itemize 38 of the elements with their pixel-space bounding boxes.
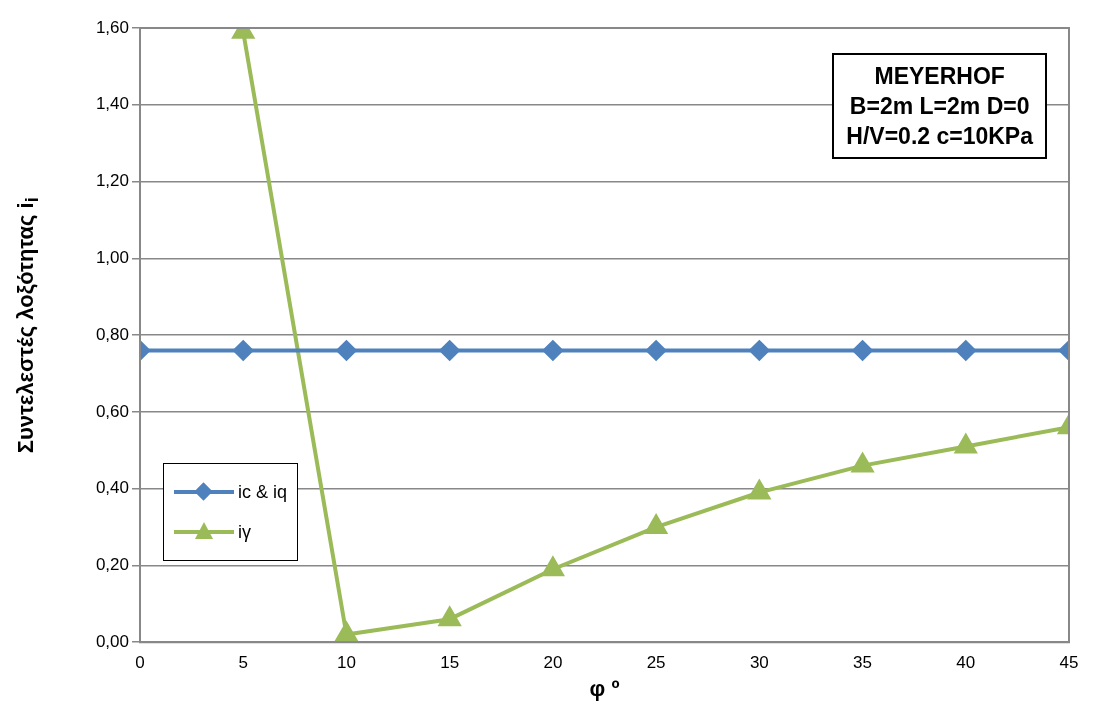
x-tick-label: 40 (956, 653, 976, 673)
y-tick-label: 0,40 (95, 478, 129, 498)
point (852, 340, 873, 361)
x-tick-label: 35 (853, 653, 873, 673)
x-tick-label: 0 (135, 653, 145, 673)
x-tick-label: 25 (646, 653, 666, 673)
annotation: H/V=0.2 c=10KPa (846, 122, 1033, 151)
point (439, 607, 461, 627)
x-tick-label: 10 (336, 653, 356, 673)
y-tick-label: 0,00 (95, 631, 129, 651)
point (336, 340, 357, 361)
point (233, 340, 254, 361)
point (955, 434, 977, 454)
point (748, 480, 770, 500)
y-tick-label: 1,20 (95, 171, 129, 191)
y-tick-label: 0,80 (95, 324, 129, 344)
point (542, 557, 564, 577)
point (645, 515, 667, 535)
y-tick-label: 1,60 (95, 17, 129, 37)
legend-label: ic & iq (238, 481, 288, 503)
y-tick-label: 0,20 (95, 555, 129, 575)
y-tick-label: 1,40 (95, 94, 129, 114)
y-tick-label: 1,00 (95, 248, 129, 268)
annotation: B=2m L=2m D=0 (848, 92, 1031, 121)
point (439, 340, 460, 361)
point (955, 340, 976, 361)
x-tick-label: 15 (440, 653, 460, 673)
x-tick-label: 20 (543, 653, 563, 673)
point (646, 340, 667, 361)
point (749, 340, 770, 361)
x-tick-label: 5 (238, 653, 248, 673)
x-tick-label: 30 (749, 653, 769, 673)
x-axis-title: φ º (589, 675, 620, 701)
point (542, 340, 563, 361)
x-tick-label: 45 (1059, 653, 1079, 673)
legend-label: iγ (238, 521, 251, 543)
annotation: MEYERHOF (873, 62, 1006, 91)
y-tick-label: 0,60 (95, 401, 129, 421)
